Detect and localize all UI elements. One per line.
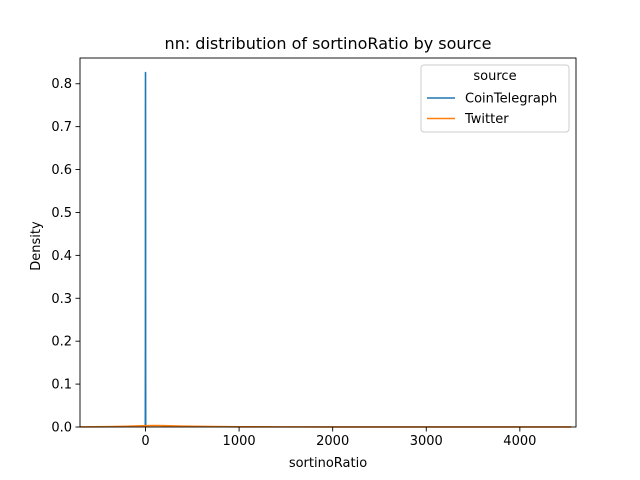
y-tick-label: 0.1 bbox=[51, 378, 72, 393]
x-tick-label: 1000 bbox=[223, 434, 256, 449]
y-tick-label: 0.4 bbox=[51, 249, 72, 264]
y-tick-label: 0.2 bbox=[51, 335, 72, 350]
x-tick-label: 4000 bbox=[503, 434, 536, 449]
legend: source CoinTelegraph Twitter bbox=[420, 64, 570, 133]
plot-area bbox=[79, 57, 577, 428]
x-tick-label: 3000 bbox=[410, 434, 443, 449]
y-axis-label: Density bbox=[29, 221, 44, 271]
y-tick-label: 0.8 bbox=[51, 77, 72, 92]
y-tick-label: 0.7 bbox=[51, 120, 72, 135]
legend-label-twitter: Twitter bbox=[464, 112, 509, 127]
y-axis: 0.0 0.1 0.2 0.3 0.4 0.5 0.6 0.7 0.8 bbox=[51, 77, 80, 436]
chart-title: nn: distribution of sortinoRatio by sour… bbox=[165, 34, 492, 53]
x-tick-label: 0 bbox=[141, 434, 149, 449]
y-tick-label: 0.6 bbox=[51, 163, 72, 178]
x-tick-label: 2000 bbox=[316, 434, 349, 449]
y-tick-label: 0.0 bbox=[51, 421, 72, 436]
axes-frame bbox=[79, 57, 577, 428]
y-tick-label: 0.5 bbox=[51, 206, 72, 221]
legend-title: source bbox=[473, 69, 516, 84]
x-axis: 0 1000 2000 3000 4000 bbox=[141, 427, 536, 449]
legend-label-cointelegraph: CoinTelegraph bbox=[465, 92, 557, 107]
y-tick-label: 0.3 bbox=[51, 292, 72, 307]
x-axis-label: sortinoRatio bbox=[289, 456, 367, 471]
legend-box bbox=[420, 64, 570, 133]
series-line-cointelegraph bbox=[144, 71, 147, 428]
